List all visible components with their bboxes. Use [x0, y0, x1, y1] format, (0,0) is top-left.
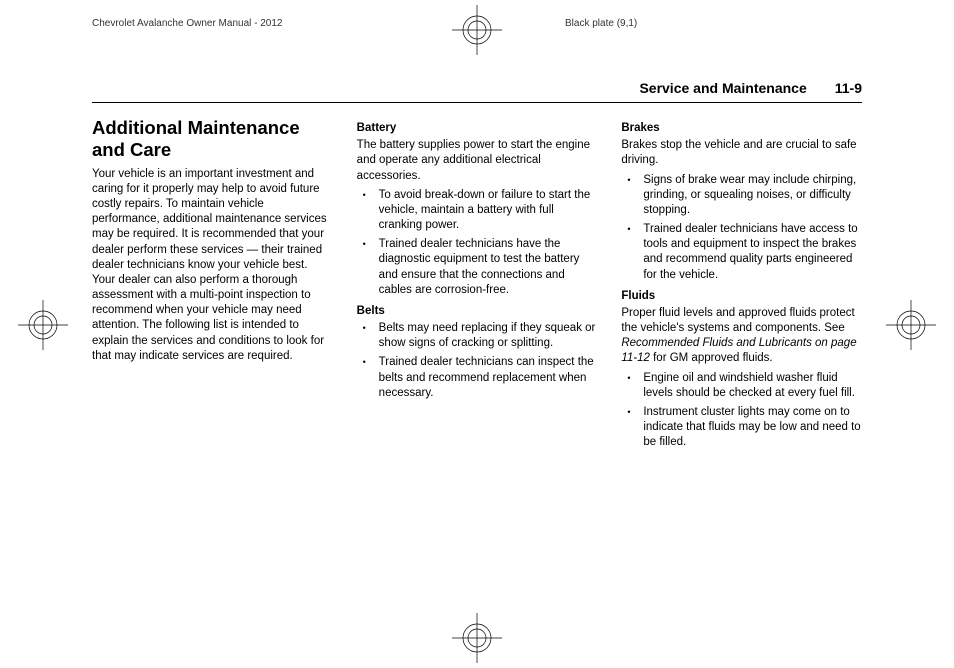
belts-list: Belts may need replacing if they squeak … [357, 321, 598, 401]
crop-mark-icon [452, 613, 502, 663]
column-1: Additional Maintenance and Care Your veh… [92, 117, 333, 456]
list-item: Trained dealer technicians can inspect t… [357, 355, 598, 401]
battery-list: To avoid break-down or failure to start … [357, 188, 598, 298]
fluids-text-a: Proper fluid levels and approved fluids … [621, 307, 854, 334]
page-number: 11-9 [835, 80, 862, 96]
section-title: Service and Maintenance [639, 80, 806, 96]
crop-mark-icon [18, 300, 68, 350]
crop-mark-icon [886, 300, 936, 350]
intro-paragraph: Your vehicle is an important investment … [92, 167, 333, 364]
fluids-text-b: for GM approved fluids. [650, 352, 773, 364]
brakes-paragraph: Brakes stop the vehicle and are crucial … [621, 138, 862, 168]
list-item: Belts may need replacing if they squeak … [357, 321, 598, 351]
list-item: To avoid break-down or failure to start … [357, 188, 598, 234]
brakes-list: Signs of brake wear may include chirping… [621, 173, 862, 283]
crop-mark-icon [452, 5, 502, 55]
brakes-heading: Brakes [621, 121, 862, 136]
running-head: Service and Maintenance 11-9 [92, 80, 862, 103]
list-item: Trained dealer technicians have access t… [621, 222, 862, 283]
fluids-heading: Fluids [621, 289, 862, 304]
columns: Additional Maintenance and Care Your veh… [92, 117, 862, 456]
print-header-left: Chevrolet Avalanche Owner Manual - 2012 [92, 18, 282, 29]
battery-paragraph: The battery supplies power to start the … [357, 138, 598, 184]
heading-main: Additional Maintenance and Care [92, 117, 333, 161]
list-item: Engine oil and windshield washer fluid l… [621, 371, 862, 401]
fluids-paragraph: Proper fluid levels and approved fluids … [621, 306, 862, 367]
battery-heading: Battery [357, 121, 598, 136]
page-body: Service and Maintenance 11-9 Additional … [92, 80, 862, 456]
list-item: Trained dealer technicians have the diag… [357, 237, 598, 298]
list-item: Signs of brake wear may include chirping… [621, 173, 862, 219]
column-2: Battery The battery supplies power to st… [357, 117, 598, 456]
column-3: Brakes Brakes stop the vehicle and are c… [621, 117, 862, 456]
print-header-right: Black plate (9,1) [565, 18, 637, 29]
fluids-list: Engine oil and windshield washer fluid l… [621, 371, 862, 451]
list-item: Instrument cluster lights may come on to… [621, 405, 862, 451]
belts-heading: Belts [357, 304, 598, 319]
